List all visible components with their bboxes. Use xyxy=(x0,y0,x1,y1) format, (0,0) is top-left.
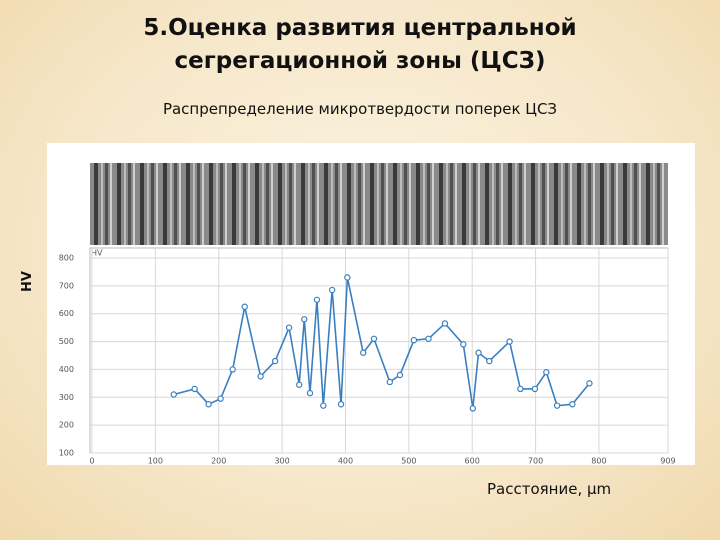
data-point xyxy=(170,391,177,398)
data-point xyxy=(320,402,327,409)
data-point xyxy=(328,286,336,294)
y-tick-label: 500 xyxy=(59,337,74,346)
data-point xyxy=(475,349,482,356)
y-tick-label: 800 xyxy=(59,254,74,263)
micrograph xyxy=(90,163,668,245)
data-point xyxy=(257,373,264,380)
data-point xyxy=(301,316,308,323)
data-point xyxy=(543,369,550,376)
x-tick-label: 600 xyxy=(465,457,480,466)
data-point xyxy=(271,357,279,365)
y-tick-label: 300 xyxy=(59,393,74,402)
data-point xyxy=(531,385,539,393)
data-point xyxy=(241,303,248,310)
x-tick-label: 0 xyxy=(89,457,94,466)
y-tick-label: 100 xyxy=(59,449,74,458)
x-tick-label: 400 xyxy=(338,457,353,466)
data-point xyxy=(337,401,345,408)
data-point xyxy=(425,335,432,342)
data-point xyxy=(306,389,314,397)
data-point xyxy=(460,341,467,348)
title: 5.Оценка развития центральной сегрегацио… xyxy=(143,15,577,74)
data-point xyxy=(360,349,367,356)
y-tick-label: 600 xyxy=(59,309,74,318)
data-point xyxy=(410,336,418,344)
y-tick-label: 400 xyxy=(59,365,74,374)
data-point xyxy=(486,357,493,365)
y-axis-label: HV xyxy=(20,271,35,292)
data-point xyxy=(217,395,224,402)
data-point xyxy=(370,335,378,342)
y-tick-label: 200 xyxy=(59,421,74,430)
data-point xyxy=(285,324,293,331)
data-point xyxy=(586,380,593,387)
subtitle: Распрепределение микротвердости поперек … xyxy=(162,100,558,118)
x-tick-label: 500 xyxy=(401,457,416,466)
data-point xyxy=(441,320,449,327)
data-point xyxy=(569,401,576,408)
y-unit-label: HV xyxy=(91,249,103,258)
x-tick-label: 100 xyxy=(148,457,163,466)
data-point xyxy=(517,385,524,393)
data-point xyxy=(553,402,561,409)
x-tick-label: 909 xyxy=(660,457,675,466)
data-point xyxy=(386,378,394,386)
data-point xyxy=(296,381,303,388)
data-point xyxy=(396,371,404,379)
x-tick-label: 300 xyxy=(274,457,289,466)
x-axis-label: Расстояние, µm xyxy=(487,480,612,498)
x-tick-label: 800 xyxy=(591,457,606,466)
data-point xyxy=(205,401,212,408)
data-point xyxy=(506,338,513,345)
data-point xyxy=(469,405,477,412)
data-point xyxy=(344,274,351,281)
x-tick-label: 200 xyxy=(211,457,226,466)
data-point xyxy=(229,366,236,373)
y-tick-label: 700 xyxy=(59,281,74,290)
data-point xyxy=(313,296,321,303)
data-point xyxy=(191,385,198,393)
x-tick-label: 700 xyxy=(528,457,543,466)
